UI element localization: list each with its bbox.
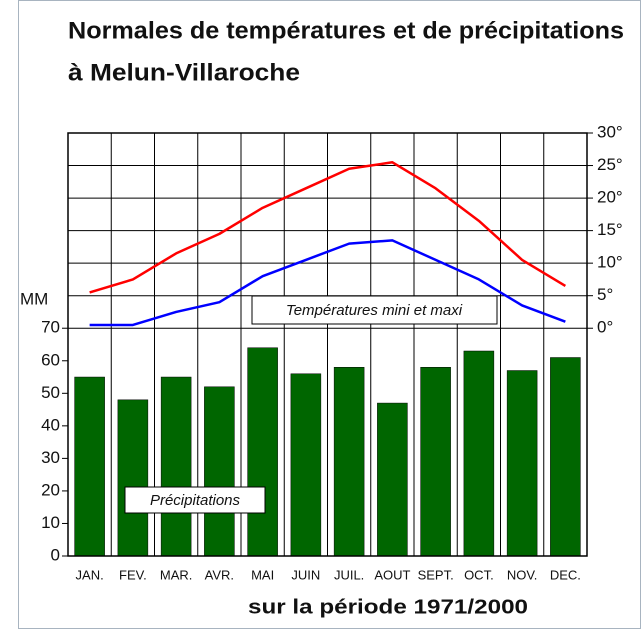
bar <box>204 386 235 557</box>
y-tick-label: 0 <box>51 545 60 564</box>
x-tick-label: SEPT. <box>418 567 454 582</box>
x-tick-label: JAN. <box>76 567 104 582</box>
temperature-line <box>89 239 566 327</box>
y2-tick-label: 15° <box>597 220 623 239</box>
y2-tick-label: 20° <box>597 188 623 207</box>
y2-tick-label: 10° <box>597 253 623 272</box>
bar <box>506 370 538 557</box>
bar <box>420 367 451 557</box>
bar <box>377 402 408 557</box>
x-tick-label: AOUT <box>374 567 410 582</box>
y-tick-label: 20 <box>41 480 60 499</box>
legend-box <box>124 486 266 514</box>
annotation-box <box>251 295 498 325</box>
y2-tick-label: 5° <box>597 285 613 304</box>
bar <box>333 367 365 557</box>
x-tick-label: AVR. <box>205 567 234 582</box>
x-tick-label: JUIN <box>291 567 320 582</box>
bar <box>290 373 322 557</box>
y-tick-label: 50 <box>41 383 60 402</box>
bar <box>550 357 581 557</box>
bar <box>117 399 149 557</box>
chart-title: Normales de températures et de précipita… <box>68 17 624 44</box>
y2-tick-label: 0° <box>597 318 613 337</box>
y-tick-label: 70 <box>41 318 60 337</box>
temperature-line <box>89 161 567 294</box>
bar <box>463 350 495 557</box>
legend-label: Précipitations <box>150 492 241 509</box>
bar <box>160 376 192 557</box>
x-tick-label: MAR. <box>160 567 193 582</box>
plot-border <box>67 132 588 557</box>
chart-title: à Melun-Villaroche <box>68 59 300 86</box>
x-tick-label: OCT. <box>464 567 494 582</box>
x-tick-label: MAI <box>251 567 274 582</box>
y2-tick-label: 25° <box>597 155 623 174</box>
annotation: Températures mini et maxi <box>286 302 463 319</box>
y-tick-label: 30 <box>41 448 60 467</box>
x-tick-label: FEV. <box>119 567 147 582</box>
y-tick-label: 10 <box>41 513 60 532</box>
y2-tick-label: 30° <box>597 122 623 141</box>
y-tick-label: 60 <box>41 350 60 369</box>
bar <box>74 376 105 557</box>
y-tick-label: 40 <box>41 415 60 434</box>
y-axis-label: MM <box>20 289 48 308</box>
x-tick-label: JUIL. <box>334 567 364 582</box>
x-tick-label: DEC. <box>550 567 581 582</box>
x-tick-label: NOV. <box>507 567 538 582</box>
bar <box>247 347 278 557</box>
subtitle: sur la période 1971/2000 <box>248 596 528 618</box>
